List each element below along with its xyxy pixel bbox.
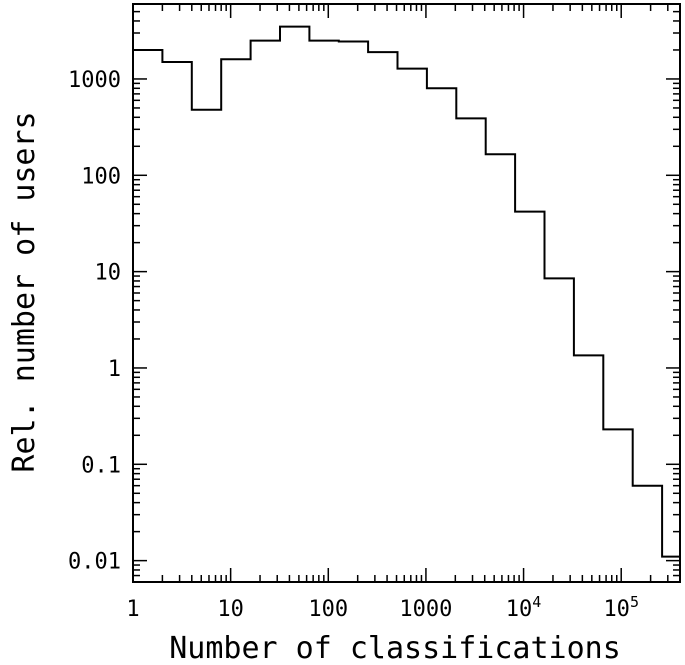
histogram-step-line (133, 25, 680, 558)
y-tick-label: 100 (81, 164, 121, 189)
y-tick-label: 1000 (68, 68, 121, 93)
y-tick-label: 10 (95, 261, 122, 286)
y-axis-ticks: 0.01 0.1 1 10 100 1000 (68, 3, 680, 583)
x-tick-label: 10 (217, 597, 244, 622)
x-tick-label: 105 (603, 593, 639, 622)
y-axis-label: Rel. number of users (7, 111, 42, 472)
x-axis-label: Number of classifications (169, 631, 621, 665)
x-tick-label: 1000 (399, 597, 452, 622)
x-tick-label: 1 (126, 597, 139, 622)
x-axis-ticks: 1 10 100 1000 104 105 (126, 4, 681, 622)
y-tick-label: 0.01 (68, 550, 121, 575)
x-tick-label: 104 (506, 593, 542, 622)
y-tick-label: 0.1 (81, 453, 121, 478)
x-tick-label: 100 (308, 597, 348, 622)
y-tick-label: 1 (108, 357, 121, 382)
plot-frame (132, 3, 681, 583)
